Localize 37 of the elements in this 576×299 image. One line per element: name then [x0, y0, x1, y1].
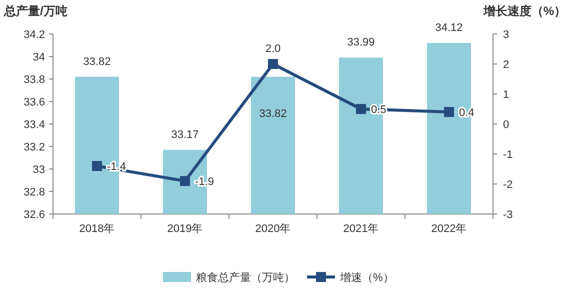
data-label: 34.12 [435, 22, 463, 34]
y-tick-label: 33.2 [24, 142, 45, 154]
point [180, 176, 190, 186]
y2-tick-label: 0 [503, 119, 510, 131]
y2-tick-label: 2 [503, 59, 510, 71]
y-axis-title: 总产量/万吨 [3, 4, 68, 18]
y2-tick-label: 1 [503, 89, 510, 101]
y-tick-label: 33.8 [24, 74, 45, 86]
y-tick-label: 33.6 [24, 96, 45, 108]
y2-axis-title: 增长速度（%） [482, 4, 566, 18]
data-label: 33.82 [83, 56, 111, 68]
legend-label: 增速（%） [339, 271, 394, 284]
data-label: -1.4 [107, 161, 126, 173]
y-tick-label: 34.2 [24, 29, 45, 41]
x-tick-label: 2020年 [255, 223, 291, 235]
x-tick-label: 2021年 [343, 223, 379, 235]
y2-tick-label: -3 [503, 209, 513, 221]
y-tick-label: 33.4 [24, 119, 45, 131]
data-label: 33.99 [347, 36, 375, 49]
data-label: 33.82 [259, 108, 287, 120]
x-tick-label: 2018年 [79, 223, 115, 235]
point [92, 161, 102, 171]
point [356, 104, 366, 114]
y2-tick-label: -2 [503, 179, 513, 191]
point [444, 107, 454, 117]
legend-label: 粮食总产量（万吨） [196, 271, 295, 284]
x-tick-label: 2019年 [167, 223, 203, 235]
data-label: 2.0 [265, 43, 281, 55]
y-tick-label: 33 [32, 164, 45, 176]
y-tick-label: 34 [32, 52, 45, 64]
x-tick-label: 2022年 [431, 223, 467, 235]
data-label: 33.17 [171, 128, 199, 141]
y-tick-label: 32.8 [24, 186, 45, 198]
point [268, 59, 278, 69]
y2-tick-label: 3 [503, 29, 510, 41]
y-tick-label: 32.6 [24, 209, 45, 221]
y2-tick-label: -1 [503, 149, 513, 161]
